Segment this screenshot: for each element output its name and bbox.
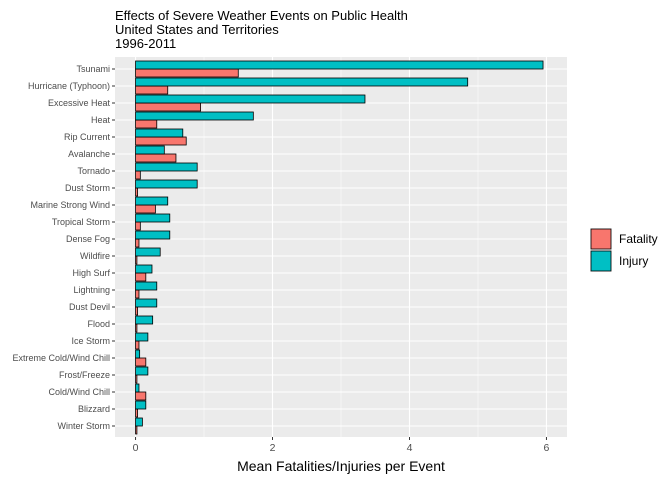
bar-fatality [135,238,140,248]
bar-fatality [135,68,239,78]
bar-injury [135,230,171,240]
bar-fatality [135,323,138,333]
bar-injury [135,315,154,325]
x-axis: 0 2 4 6 [133,437,550,454]
bar-fatality [135,187,139,197]
y-tick-label: Dense Fog [66,234,110,244]
chart-title-line-1: Effects of Severe Weather Events on Publ… [115,8,408,23]
bar-fatality [135,136,187,146]
bar-fatality [135,289,140,299]
bar-injury [135,111,254,121]
y-tick-label: Excessive Heat [48,98,111,108]
bar-fatality [135,119,158,129]
bar-injury [135,264,153,274]
y-tick-label: Hurricane (Typhoon) [28,81,110,91]
y-tick-label: Rip Current [64,132,111,142]
chart-title-line-3: 1996-2011 [115,36,176,51]
y-tick-label: Ice Storm [71,336,110,346]
y-tick-label: Dust Storm [65,183,110,193]
x-tick-label: 6 [544,442,550,454]
y-tick-label: Cold/Wind Chill [48,387,110,397]
bar-injury [135,417,143,427]
bar-fatality [135,306,139,316]
bar-fatality [135,340,140,350]
bar-fatality [135,391,147,401]
legend-label-injury: Injury [619,254,648,268]
x-tick-label: 0 [133,442,139,454]
bar-injury [135,128,184,138]
x-tick-label: 4 [407,442,413,454]
bar-injury [135,383,140,393]
y-tick-label: Flood [87,319,110,329]
y-axis: Tsunami Hurricane (Typhoon) Excessive Heat… [12,64,115,431]
bars [135,60,544,435]
x-tick-label: 2 [270,442,276,454]
y-tick-label: Marine Strong Wind [30,200,110,210]
legend: Fatality Injury [590,228,658,272]
x-axis-title: Mean Fatalities/Injuries per Event [237,458,445,474]
y-tick-label: Extreme Cold/Wind Chill [12,353,110,363]
y-tick-label: Tsunami [76,64,110,74]
bar-injury [135,196,169,206]
y-tick-label: Frost/Freeze [59,370,110,380]
bar-injury [135,179,198,189]
bar-injury [135,60,544,70]
legend-swatch-fatality [590,228,612,250]
y-tick-label: Heat [91,115,111,125]
chart-title: Effects of Severe Weather Events on Publ… [115,8,408,51]
bar-injury [135,77,469,87]
bar-fatality [135,85,169,95]
bar-injury [135,145,165,155]
bar-injury [135,400,147,410]
bar-fatality [135,272,147,282]
bar-fatality [135,221,141,231]
bar-injury [135,281,158,291]
bar-fatality [135,425,138,435]
bar-fatality [135,408,139,418]
bar-injury [135,349,141,359]
bar-fatality [135,374,138,384]
bar-fatality [135,153,177,163]
chart-title-line-2: United States and Territories [115,22,279,37]
bar-injury [135,162,198,172]
bar-injury [135,366,149,376]
bar-injury [135,298,158,308]
legend-swatch-injury [590,250,612,272]
bar-fatality [135,170,141,180]
bar-injury [135,247,161,257]
bar-injury [135,94,366,104]
y-tick-label: Lightning [73,285,110,295]
y-tick-label: Dust Devil [69,302,110,312]
y-tick-label: Avalanche [68,149,110,159]
y-tick-label: High Surf [72,268,110,278]
y-tick-label: Tornado [77,166,110,176]
y-tick-label: Blizzard [78,404,110,414]
bar-fatality [135,204,156,214]
y-tick-label: Wildfire [80,251,110,261]
bar-fatality [135,255,138,265]
bar-fatality [135,357,147,367]
bar-fatality [135,102,202,112]
y-tick-label: Winter Storm [57,421,110,431]
bar-injury [135,213,171,223]
legend-label-fatality: Fatality [619,232,658,246]
y-tick-label: Tropical Storm [52,217,110,227]
bar-injury [135,332,149,342]
